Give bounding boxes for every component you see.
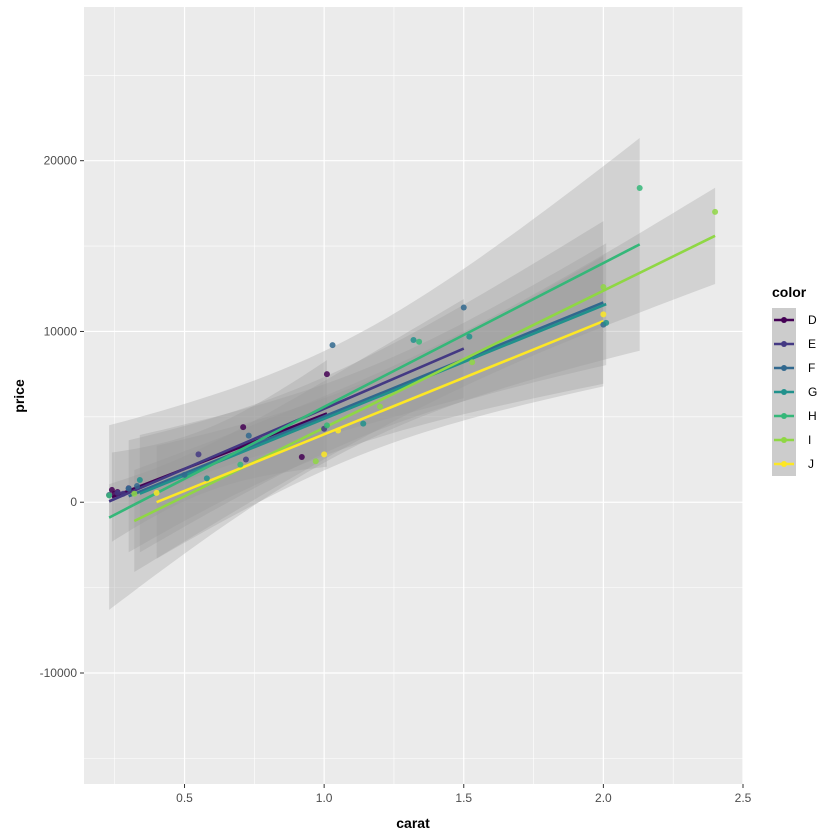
point-D [323,371,330,378]
legend-point-H [781,413,787,419]
y-axis-title: price [11,379,27,413]
fit-line-I [133,234,716,523]
point-G [603,319,610,326]
legend-label-H: H [808,409,817,423]
y-tick-label: -10000 [40,666,78,680]
legend-title: color [772,284,807,300]
point-I [376,403,383,410]
point-H [636,185,643,192]
legend-label-J: J [808,457,814,471]
point-E [195,451,202,458]
fit-line-J [156,320,604,504]
point-G [136,477,143,484]
grid-lines [84,7,744,784]
point-I [312,458,319,465]
plot-panel [84,7,743,784]
x-axis-title: carat [396,815,430,831]
point-E [114,489,121,496]
point-H [106,492,113,499]
x-tick-label: 2.5 [735,791,752,805]
point-I [600,284,607,291]
point-D [240,424,247,431]
legend-point-I [781,437,787,443]
point-G [360,420,367,427]
x-axis-ticks: 0.5 1.0 1.5 2.0 2.5 [176,784,752,805]
fit-lines [108,234,716,523]
confidence-band-D [111,360,327,542]
point-F [245,432,252,439]
legend-point-D [781,317,787,323]
point-F [329,342,336,349]
y-tick-label: 10000 [44,324,78,338]
legend-label-F: F [808,361,815,375]
legend-point-E [781,341,787,347]
point-F [181,471,188,478]
confidence-band-H [109,138,640,610]
x-tick-label: 0.5 [176,791,193,805]
y-tick-label: 20000 [44,154,78,168]
legend-label-I: I [808,433,811,447]
legend-label-E: E [808,337,816,351]
point-E [242,456,249,463]
fit-line-F [128,301,604,498]
point-F [460,304,467,311]
point-E [120,490,127,497]
point-J [153,489,160,496]
point-I [469,359,476,366]
point-D [298,453,305,460]
point-G [466,333,473,340]
y-axis-ticks: -10000 0 10000 20000 [40,154,84,680]
point-H [323,422,330,429]
fit-line-D [111,412,328,499]
point-I [712,208,719,215]
x-tick-label: 1.5 [455,791,472,805]
point-F [134,483,141,490]
data-points [106,185,719,499]
x-tick-label: 2.0 [595,791,612,805]
point-I [131,490,138,497]
x-tick-label: 1.0 [316,791,333,805]
legend-point-G [781,389,787,395]
y-tick-label: 0 [70,495,77,509]
point-H [416,338,423,345]
fit-line-H [108,243,641,519]
legend-label-D: D [808,313,817,327]
legend-label-G: G [808,385,817,399]
point-H [237,461,244,468]
point-J [321,451,328,458]
legend-point-J [781,461,787,467]
point-F [125,485,132,492]
point-J [335,427,342,434]
point-G [203,475,210,482]
point-J [600,311,607,318]
point-G [410,337,417,343]
legend-point-F [781,365,787,371]
